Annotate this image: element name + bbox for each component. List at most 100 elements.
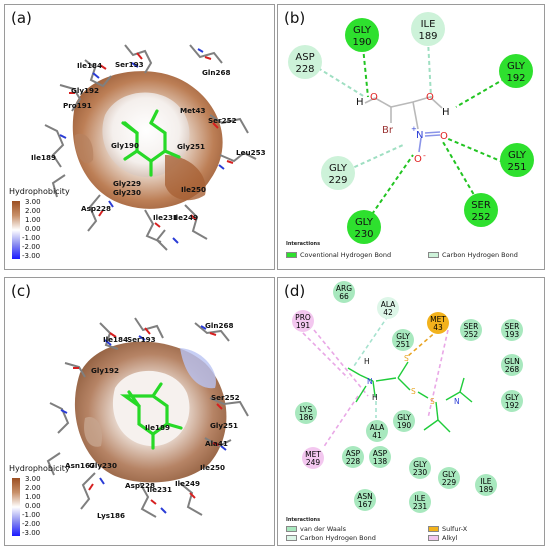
residue-ile189: ILE 189 bbox=[411, 12, 445, 46]
atom-n: N bbox=[367, 377, 373, 386]
scale-tick: 0.00 bbox=[25, 502, 41, 510]
label-ile184: Ile184 bbox=[77, 61, 102, 70]
label-ile250: Ile250 bbox=[181, 185, 206, 194]
svg-text:LYS: LYS bbox=[300, 405, 313, 414]
svg-text:190: 190 bbox=[397, 421, 412, 430]
svg-text:251: 251 bbox=[507, 162, 526, 173]
label-gly229: Gly229 bbox=[113, 179, 141, 188]
alkyl-line bbox=[322, 395, 359, 449]
svg-text:ALA: ALA bbox=[381, 300, 396, 309]
svg-text:GLY: GLY bbox=[329, 163, 348, 174]
surface-a bbox=[72, 71, 223, 209]
legend-swatch bbox=[428, 252, 439, 258]
svg-text:231: 231 bbox=[413, 502, 428, 511]
svg-text:GLY: GLY bbox=[397, 413, 411, 422]
svg-text:ILE: ILE bbox=[480, 477, 491, 486]
svg-text:GLY: GLY bbox=[413, 460, 427, 469]
svg-text:189: 189 bbox=[418, 31, 437, 42]
alkyl-line bbox=[297, 327, 349, 379]
svg-text:228: 228 bbox=[346, 457, 361, 466]
atom-o: O bbox=[414, 154, 422, 165]
atom-o: O bbox=[440, 131, 448, 142]
label-met43: Met43 bbox=[180, 106, 205, 115]
label-ser193: Ser193 bbox=[115, 60, 144, 69]
svg-text:249: 249 bbox=[306, 458, 321, 467]
legend-label: Alkyl bbox=[442, 534, 458, 542]
legend-label: van der Waals bbox=[300, 525, 347, 533]
label-lys186: Lys186 bbox=[97, 511, 125, 520]
svg-text:MET: MET bbox=[305, 450, 321, 459]
svg-text:SER: SER bbox=[505, 322, 520, 331]
panel-b-label: (b) bbox=[284, 9, 306, 27]
atom-br: Br bbox=[382, 125, 394, 136]
scale-tick: 2.00 bbox=[25, 484, 41, 492]
label-gly230: Gly230 bbox=[89, 461, 117, 470]
label-ser252: Ser252 bbox=[211, 393, 240, 402]
residue-gly192: GLY 192 bbox=[499, 54, 533, 88]
legend-item-chb-d: Carbon Hydrogen Bond bbox=[286, 534, 376, 542]
label-ile250: Ile250 bbox=[200, 463, 225, 472]
charge-plus: + bbox=[411, 125, 417, 133]
svg-text:ASP: ASP bbox=[346, 449, 361, 458]
svg-text:252: 252 bbox=[471, 212, 490, 223]
label-asp228: Asp228 bbox=[81, 204, 111, 213]
legend-item-chb: Carbon Hydrogen Bond bbox=[428, 251, 518, 259]
svg-text:SER: SER bbox=[464, 322, 479, 331]
label-gly251: Gly251 bbox=[177, 142, 205, 151]
panel-d: (d) H bbox=[277, 277, 545, 546]
svg-text:229: 229 bbox=[328, 175, 347, 186]
label-gln268: Gln268 bbox=[202, 68, 230, 77]
svg-text:MET: MET bbox=[430, 315, 446, 324]
scale-tick: -1.00 bbox=[22, 234, 41, 242]
label-ile184: Ile184 bbox=[103, 335, 128, 344]
atom-s: S bbox=[430, 397, 435, 406]
legend-title-b: Interactions bbox=[286, 241, 321, 247]
svg-text:66: 66 bbox=[339, 292, 349, 301]
atom-o: O bbox=[426, 92, 434, 103]
hbond-line bbox=[367, 154, 414, 221]
scale-tick: 3.00 bbox=[25, 475, 41, 483]
atom-h: H bbox=[356, 97, 364, 108]
label-gly192: Gly192 bbox=[71, 86, 99, 95]
svg-text:42: 42 bbox=[383, 308, 393, 317]
residue-asp228: ASP 228 bbox=[288, 45, 322, 79]
label-ala41: Ala41 bbox=[205, 439, 228, 448]
residue-gly190: GLY 190 bbox=[345, 18, 379, 52]
svg-text:191: 191 bbox=[296, 321, 311, 330]
legend-swatch bbox=[428, 526, 439, 532]
panel-d-label: (d) bbox=[284, 282, 306, 300]
legend-swatch bbox=[286, 252, 297, 258]
panel-b: (b) H O O H bbox=[277, 4, 545, 270]
legend-swatch bbox=[286, 535, 297, 541]
atom-highlights-a bbox=[59, 48, 234, 244]
label-gly192: Gly192 bbox=[91, 366, 119, 375]
hbond-line bbox=[362, 46, 369, 98]
svg-text:ASP: ASP bbox=[295, 52, 314, 63]
legend-swatch bbox=[286, 526, 297, 532]
svg-text:ASN: ASN bbox=[357, 492, 373, 501]
svg-text:268: 268 bbox=[505, 365, 520, 374]
scale-tick: 0.00 bbox=[25, 225, 41, 233]
label-ile249: Ile249 bbox=[173, 213, 198, 222]
hydrophobicity-title-c: Hydrophobicity bbox=[9, 464, 70, 473]
svg-text:GLY: GLY bbox=[355, 217, 374, 228]
svg-text:138: 138 bbox=[373, 457, 388, 466]
chb-line bbox=[353, 315, 389, 367]
hbond-line bbox=[442, 141, 478, 201]
scale-tick: -2.00 bbox=[22, 520, 41, 528]
svg-text:GLY: GLY bbox=[507, 61, 526, 72]
svg-text:GLY: GLY bbox=[396, 332, 410, 341]
residue-gly230: GLY 230 bbox=[347, 210, 381, 244]
scale-tick: -3.00 bbox=[22, 529, 41, 537]
legend-label: Sulfur-X bbox=[442, 525, 468, 533]
svg-text:189: 189 bbox=[479, 485, 494, 494]
svg-text:GLN: GLN bbox=[504, 357, 520, 366]
label-ile249: Ile249 bbox=[175, 479, 200, 488]
